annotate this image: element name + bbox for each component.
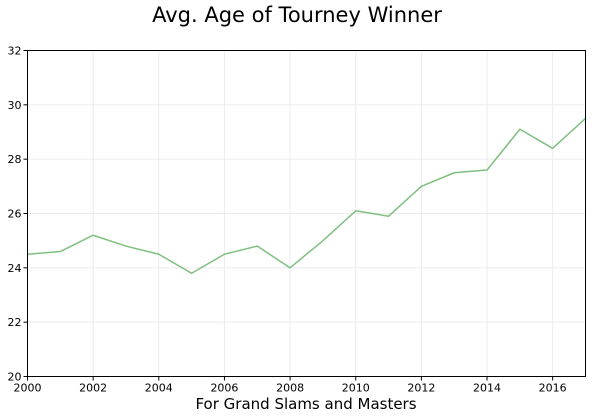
x-tick-label-2002: 2002	[79, 382, 107, 395]
y-tick-label-30: 30	[8, 99, 22, 112]
series-group	[27, 117, 587, 275]
y-tick-label-32: 32	[8, 45, 22, 58]
x-axis: 2000 2002 2004 2006 2008 2010 2012 2014 2016	[14, 376, 567, 395]
x-tick-label-2006: 2006	[210, 382, 238, 395]
y-axis: 20 22 24 26 28 30 32	[8, 45, 28, 384]
y-tick-label-20: 20	[8, 371, 22, 384]
x-axis-label: For Grand Slams and Masters	[195, 395, 416, 413]
x-tick-label-2014: 2014	[473, 382, 501, 395]
x-tick-label-2008: 2008	[276, 382, 304, 395]
y-tick-label-24: 24	[8, 262, 22, 275]
y-tick-label-28: 28	[8, 153, 22, 166]
grid	[27, 50, 586, 377]
x-tick-label-2000: 2000	[14, 382, 42, 395]
x-tick-label-2012: 2012	[407, 382, 435, 395]
x-tick-label-2016: 2016	[539, 382, 567, 395]
x-tick-label-2010: 2010	[342, 382, 370, 395]
x-tick-label-2004: 2004	[145, 382, 173, 395]
series-line-0	[27, 117, 587, 275]
y-tick-label-22: 22	[8, 316, 22, 329]
chart-title: Avg. Age of Tourney Winner	[152, 3, 442, 27]
y-tick-label-26: 26	[8, 208, 22, 221]
